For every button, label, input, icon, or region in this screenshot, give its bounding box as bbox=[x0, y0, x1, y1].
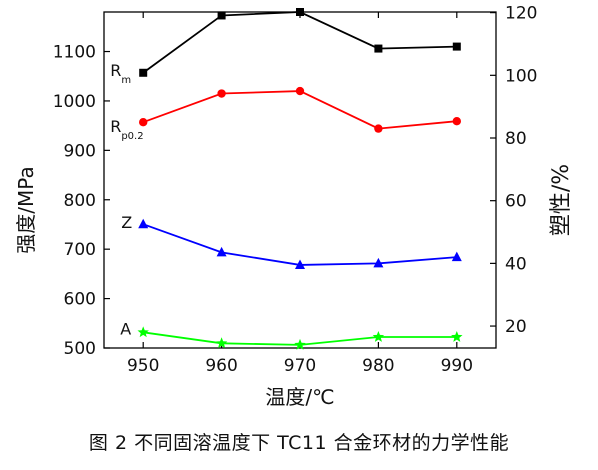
x-axis-label: 温度/℃ bbox=[265, 385, 334, 409]
data-point-A bbox=[372, 331, 385, 342]
x-tick-label: 960 bbox=[205, 356, 237, 376]
data-point-R_m bbox=[217, 11, 226, 20]
left-y-tick-label: 1100 bbox=[53, 43, 96, 63]
left-y-tick-label: 1000 bbox=[53, 92, 96, 112]
left-y-tick-label: 900 bbox=[64, 141, 96, 161]
x-tick-label: 980 bbox=[362, 356, 394, 376]
right-axis-label: 塑性/% bbox=[549, 164, 574, 236]
series-R_p0.2: Rp0.2 bbox=[110, 86, 461, 142]
data-point-R_p0.2 bbox=[374, 124, 383, 133]
x-tick-label: 990 bbox=[441, 356, 473, 376]
right-y-tick-label: 100 bbox=[505, 66, 537, 86]
data-point-Z bbox=[373, 257, 384, 268]
series-label-main: R bbox=[110, 117, 121, 136]
series-label-R_p0.2: Rp0.2 bbox=[110, 117, 143, 142]
right-y-tick-label: 20 bbox=[505, 317, 527, 337]
left-axis-label: 强度/MPa bbox=[14, 166, 38, 253]
left-y-tick-label: 800 bbox=[64, 191, 96, 211]
left-y-tick-label: 500 bbox=[64, 339, 96, 359]
series-label-main: R bbox=[110, 61, 121, 80]
data-point-R_p0.2 bbox=[139, 117, 148, 127]
data-point-R_m bbox=[139, 68, 148, 77]
data-point-Z bbox=[451, 251, 462, 262]
series-line-Z bbox=[142, 223, 457, 266]
series-label-sub: p0.2 bbox=[121, 131, 143, 142]
series-label-main: Z bbox=[121, 213, 132, 232]
series-R_m: Rm bbox=[110, 8, 461, 86]
data-point-R_m bbox=[374, 44, 383, 53]
right-y-tick-label: 40 bbox=[505, 254, 527, 274]
data-point-A bbox=[451, 331, 463, 342]
left-y-tick-label: 600 bbox=[64, 290, 96, 310]
series-line-R_p0.2 bbox=[142, 90, 457, 130]
figure-caption: 图 2 不同固溶温度下 TC11 合金环材的力学性能 bbox=[88, 432, 510, 454]
data-point-Z bbox=[295, 259, 305, 269]
series-line-R_m bbox=[142, 11, 457, 74]
data-point-R_p0.2 bbox=[217, 89, 226, 98]
data-point-R_m bbox=[296, 8, 304, 16]
series-label-main: A bbox=[120, 319, 131, 338]
data-point-A bbox=[215, 337, 228, 349]
x-tick-label: 950 bbox=[127, 356, 159, 376]
left-y-tick-label: 700 bbox=[64, 240, 96, 260]
series-label-sub: m bbox=[121, 75, 131, 86]
data-point-A bbox=[137, 326, 149, 338]
data-point-Z bbox=[138, 218, 149, 229]
x-tick-label: 970 bbox=[284, 356, 316, 376]
series-Z: Z bbox=[121, 213, 462, 269]
right-y-tick-label: 120 bbox=[505, 4, 537, 24]
series-A: A bbox=[120, 319, 463, 350]
series-label-Z: Z bbox=[121, 213, 132, 232]
data-point-R_p0.2 bbox=[295, 86, 305, 96]
data-point-A bbox=[294, 338, 306, 350]
series-label-A: A bbox=[120, 319, 131, 338]
right-y-tick-label: 80 bbox=[505, 129, 527, 149]
ticks-layer: 950 960 970 980 990 500 600 700 800 900 1000 1100 20… bbox=[53, 4, 538, 376]
series-label-R_m: Rm bbox=[110, 61, 131, 86]
data-point-R_p0.2 bbox=[452, 117, 461, 126]
plot-frame bbox=[103, 11, 497, 349]
data-point-Z bbox=[216, 246, 227, 257]
data-point-R_m bbox=[452, 42, 461, 51]
right-y-tick-label: 60 bbox=[505, 192, 527, 212]
